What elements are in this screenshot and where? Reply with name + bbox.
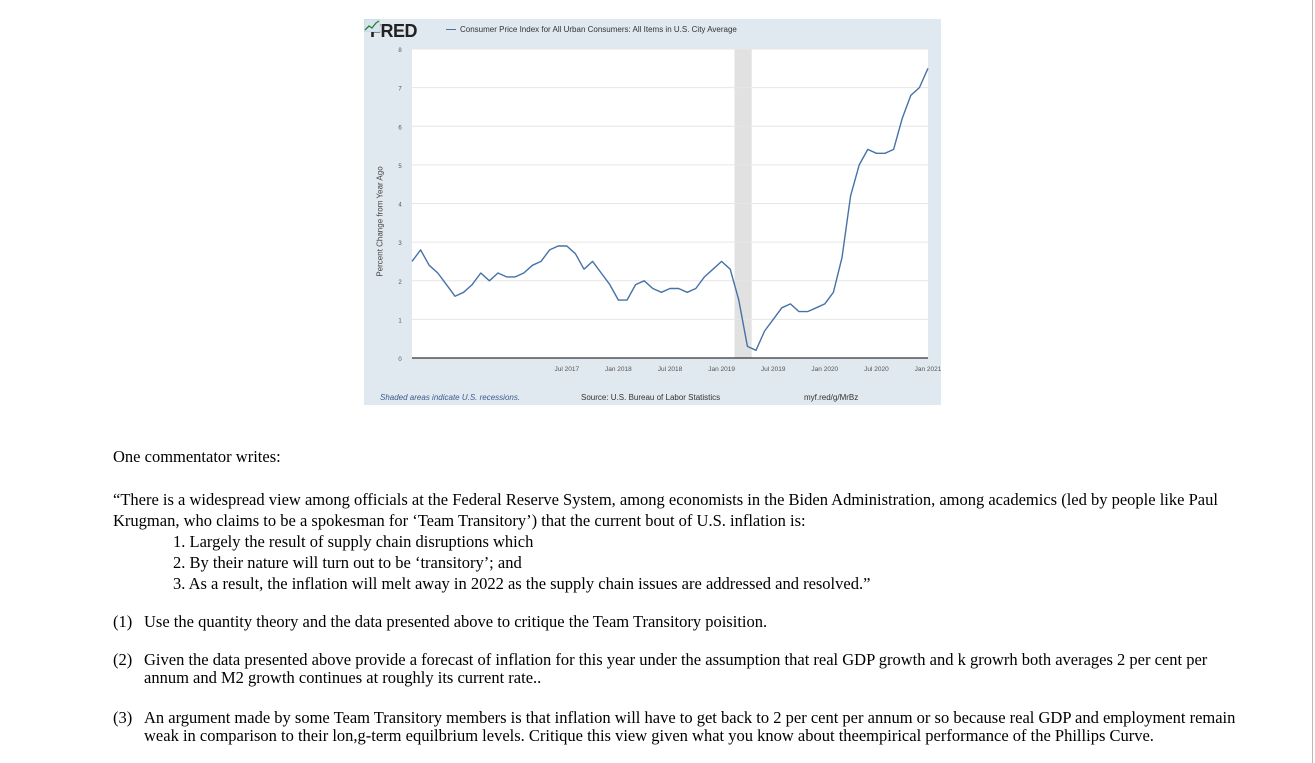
source-note: Source: U.S. Bureau of Labor Statistics [581, 393, 721, 402]
x-tick-label: Jan 2019 [708, 366, 735, 373]
legend-label: Consumer Price Index for All Urban Consu… [460, 25, 737, 34]
fred-logo: FRED [370, 21, 418, 41]
chart-legend: Consumer Price Index for All Urban Consu… [446, 25, 737, 34]
y-tick-label: 3 [398, 241, 402, 247]
recession-note[interactable]: Shaded areas indicate U.S. recessions. [380, 393, 521, 402]
x-tick-label: Jul 2017 [555, 366, 580, 373]
series-line [411, 68, 929, 351]
fred-graph-icon [364, 19, 380, 32]
question-2: (2) Given the data presented above provi… [113, 651, 1243, 687]
quote-item: 1. Largely the result of supply chain di… [173, 532, 534, 551]
intro-text: One commentator writes: [113, 447, 281, 466]
question-1: (1) Use the quantity theory and the data… [113, 613, 1243, 631]
question-text: An argument made by some Team Transitory… [144, 708, 1236, 745]
quote-list: 1. Largely the result of supply chain di… [173, 531, 870, 594]
quote-item: 3. As a result, the inflation will melt … [173, 574, 871, 593]
quote-item: 2. By their nature will turn out to be ‘… [173, 553, 522, 572]
question-number: (1) [113, 612, 133, 631]
y-tick-label: 8 [398, 48, 402, 54]
question-text: Given the data presented above provide a… [144, 650, 1208, 687]
x-tick-label: Jan 2020 [811, 366, 838, 373]
x-tick-label: Jul 2020 [864, 366, 889, 373]
graph-link[interactable]: myf.red/g/MrBz [804, 393, 859, 402]
y-tick-label: 0 [398, 357, 402, 363]
fred-chart: 0 1 2 3 4 5 6 7 8 Jul 2017 Jan 2018 Jul 2018 Jan 201… [364, 19, 941, 405]
y-tick-label: 5 [398, 164, 402, 170]
y-tick-label: 7 [398, 87, 402, 93]
chart-plot: 0 1 2 3 4 5 6 7 8 Jul 2017 Jan 2018 Jul 2018 Jan 201… [398, 48, 941, 373]
y-tick-label: 4 [398, 203, 402, 209]
y-tick-label: 1 [398, 318, 402, 324]
y-tick-label: 6 [398, 125, 402, 131]
y-axis-label: Percent Change from Year Ago [375, 166, 385, 277]
quote-paragraph: “There is a widespread view among offici… [113, 490, 1218, 530]
question-3: (3) An argument made by some Team Transi… [113, 709, 1243, 745]
legend-line-icon [446, 29, 456, 31]
question-number: (3) [113, 708, 133, 727]
question-text: Use the quantity theory and the data pre… [144, 612, 768, 631]
x-tick-label: Jul 2019 [761, 366, 786, 373]
page-edge [1312, 0, 1313, 763]
y-tick-label: 2 [398, 280, 402, 286]
x-tick-label: Jan 2021 [915, 366, 941, 373]
x-tick-label: Jan 2018 [605, 366, 632, 373]
x-tick-label: Jul 2018 [658, 366, 683, 373]
question-number: (2) [113, 650, 133, 669]
